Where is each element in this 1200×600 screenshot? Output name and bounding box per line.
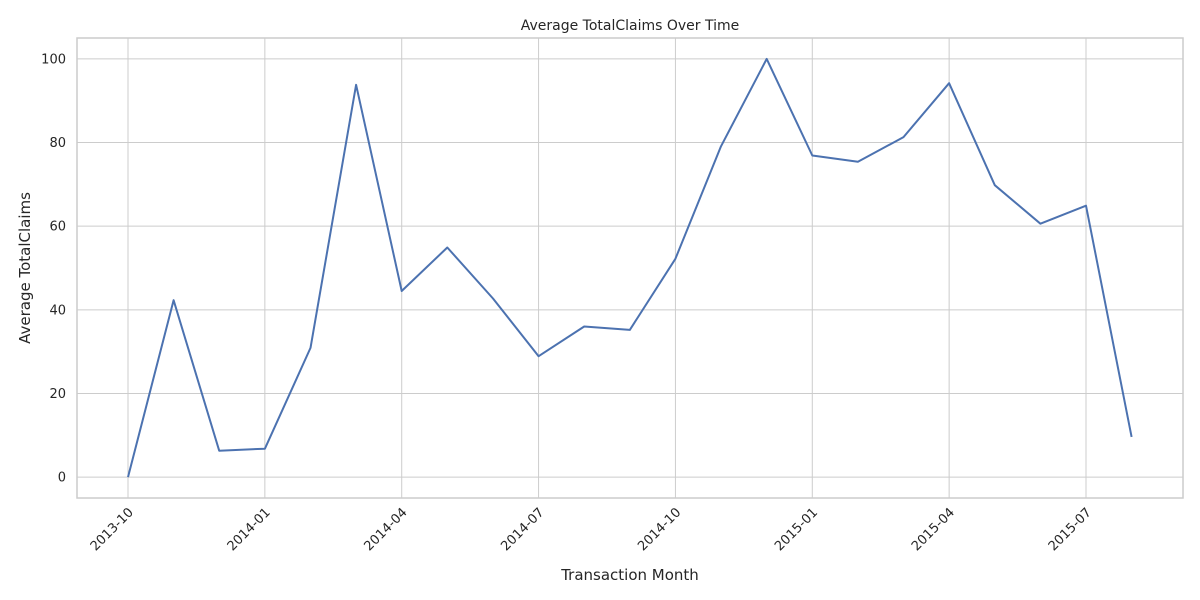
- x-tick-label-3: 2014-07: [498, 505, 547, 554]
- x-tick-label-7: 2015-07: [1046, 505, 1095, 554]
- y-tick-label-2: 40: [49, 303, 66, 318]
- plot-frame: [76, 37, 1184, 499]
- y-tick-label-1: 20: [49, 387, 66, 402]
- y-tick-label-4: 80: [49, 136, 66, 151]
- series-line-0: [127, 57, 1133, 478]
- tick-labels: 0 20 40 60 80 100 2013-10 2014-01 2014-04 2014-07…: [41, 52, 1095, 554]
- y-tick-label-3: 60: [49, 220, 66, 235]
- x-axis-label: Transaction Month: [560, 566, 699, 584]
- x-tick-label-2: 2014-04: [362, 505, 411, 554]
- y-tick-label-5: 100: [41, 52, 66, 67]
- x-tick-label-0: 2013-10: [88, 505, 137, 554]
- chart-title: Average TotalClaims Over Time: [521, 18, 740, 34]
- series-layer: [127, 57, 1133, 478]
- x-tick-label-5: 2015-01: [772, 505, 821, 554]
- y-axis-label: Average TotalClaims: [16, 192, 34, 344]
- gridlines: [77, 38, 1183, 498]
- x-tick-label-4: 2014-10: [635, 505, 684, 554]
- x-tick-label-6: 2015-04: [909, 505, 958, 554]
- x-tick-label-1: 2014-01: [225, 505, 274, 554]
- y-tick-label-0: 0: [58, 471, 66, 486]
